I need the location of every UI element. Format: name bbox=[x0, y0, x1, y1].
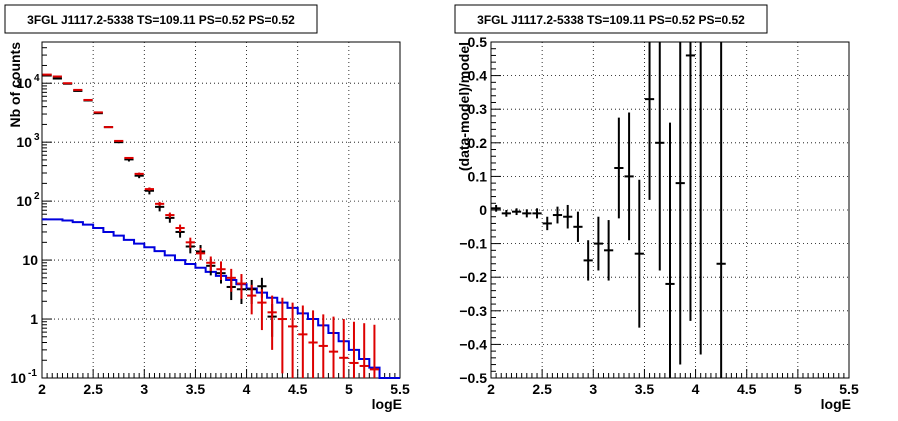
counts-chart: 3FGL J1117.2-5338 TS=109.11 PS=0.52 PS=0… bbox=[4, 4, 410, 412]
counts-chart-title: 3FGL J1117.2-5338 TS=109.11 PS=0.52 PS=0… bbox=[27, 13, 295, 27]
x-tick-label: 3 bbox=[589, 381, 597, 397]
plot-frame bbox=[41, 41, 401, 379]
y-tick-label: 10 -1 bbox=[10, 368, 37, 386]
x-tick-label: 4.5 bbox=[288, 381, 308, 397]
y-tick-label: 1 bbox=[30, 311, 38, 327]
y-tick-label: 10 2 bbox=[16, 191, 40, 209]
y-tick-label: −0.4 bbox=[459, 336, 487, 352]
x-tick-label: 2.5 bbox=[83, 381, 103, 397]
x-tick-label: 3.5 bbox=[186, 381, 206, 397]
y-tick-label: 0 bbox=[479, 202, 487, 218]
x-tick-label: 4.5 bbox=[737, 381, 757, 397]
x-tick-label: 5.5 bbox=[390, 381, 410, 397]
residuals-y-label: (data-model)/model bbox=[456, 42, 472, 171]
x-tick-label: 3.5 bbox=[635, 381, 655, 397]
y-tick-label: −0.2 bbox=[459, 269, 487, 285]
y-tick-label: 0.1 bbox=[468, 168, 488, 184]
y-tick-label: −0.1 bbox=[459, 236, 487, 252]
y-tick-label: 0.3 bbox=[468, 101, 488, 117]
x-tick-label: 2 bbox=[487, 381, 495, 397]
y-tick-label: −0.5 bbox=[459, 370, 487, 386]
x-tick-label: 2 bbox=[38, 381, 46, 397]
x-tick-label: 4 bbox=[692, 381, 700, 397]
y-tick-label: 0.5 bbox=[468, 34, 488, 50]
x-tick-label: 4 bbox=[243, 381, 251, 397]
x-tick-label: 2.5 bbox=[532, 381, 552, 397]
y-tick-label: −0.3 bbox=[459, 303, 487, 319]
counts-y-label: Nb of counts bbox=[7, 42, 23, 128]
x-tick-label: 3 bbox=[140, 381, 148, 397]
x-tick-label: 5.5 bbox=[839, 381, 859, 397]
x-tick-label: 5 bbox=[794, 381, 802, 397]
y-tick-label: 10 bbox=[22, 252, 38, 268]
x-tick-label: 5 bbox=[345, 381, 353, 397]
counts-x-label: logE bbox=[372, 396, 402, 412]
residuals-x-label: logE bbox=[821, 396, 851, 412]
y-tick-label: 10 3 bbox=[16, 132, 40, 150]
y-tick-label: 0.4 bbox=[468, 68, 488, 84]
residuals-chart: 3FGL J1117.2-5338 TS=109.11 PS=0.52 PS=0… bbox=[454, 4, 859, 412]
y-tick-label: 0.2 bbox=[468, 135, 488, 151]
residuals-chart-title: 3FGL J1117.2-5338 TS=109.11 PS=0.52 PS=0… bbox=[477, 13, 745, 27]
